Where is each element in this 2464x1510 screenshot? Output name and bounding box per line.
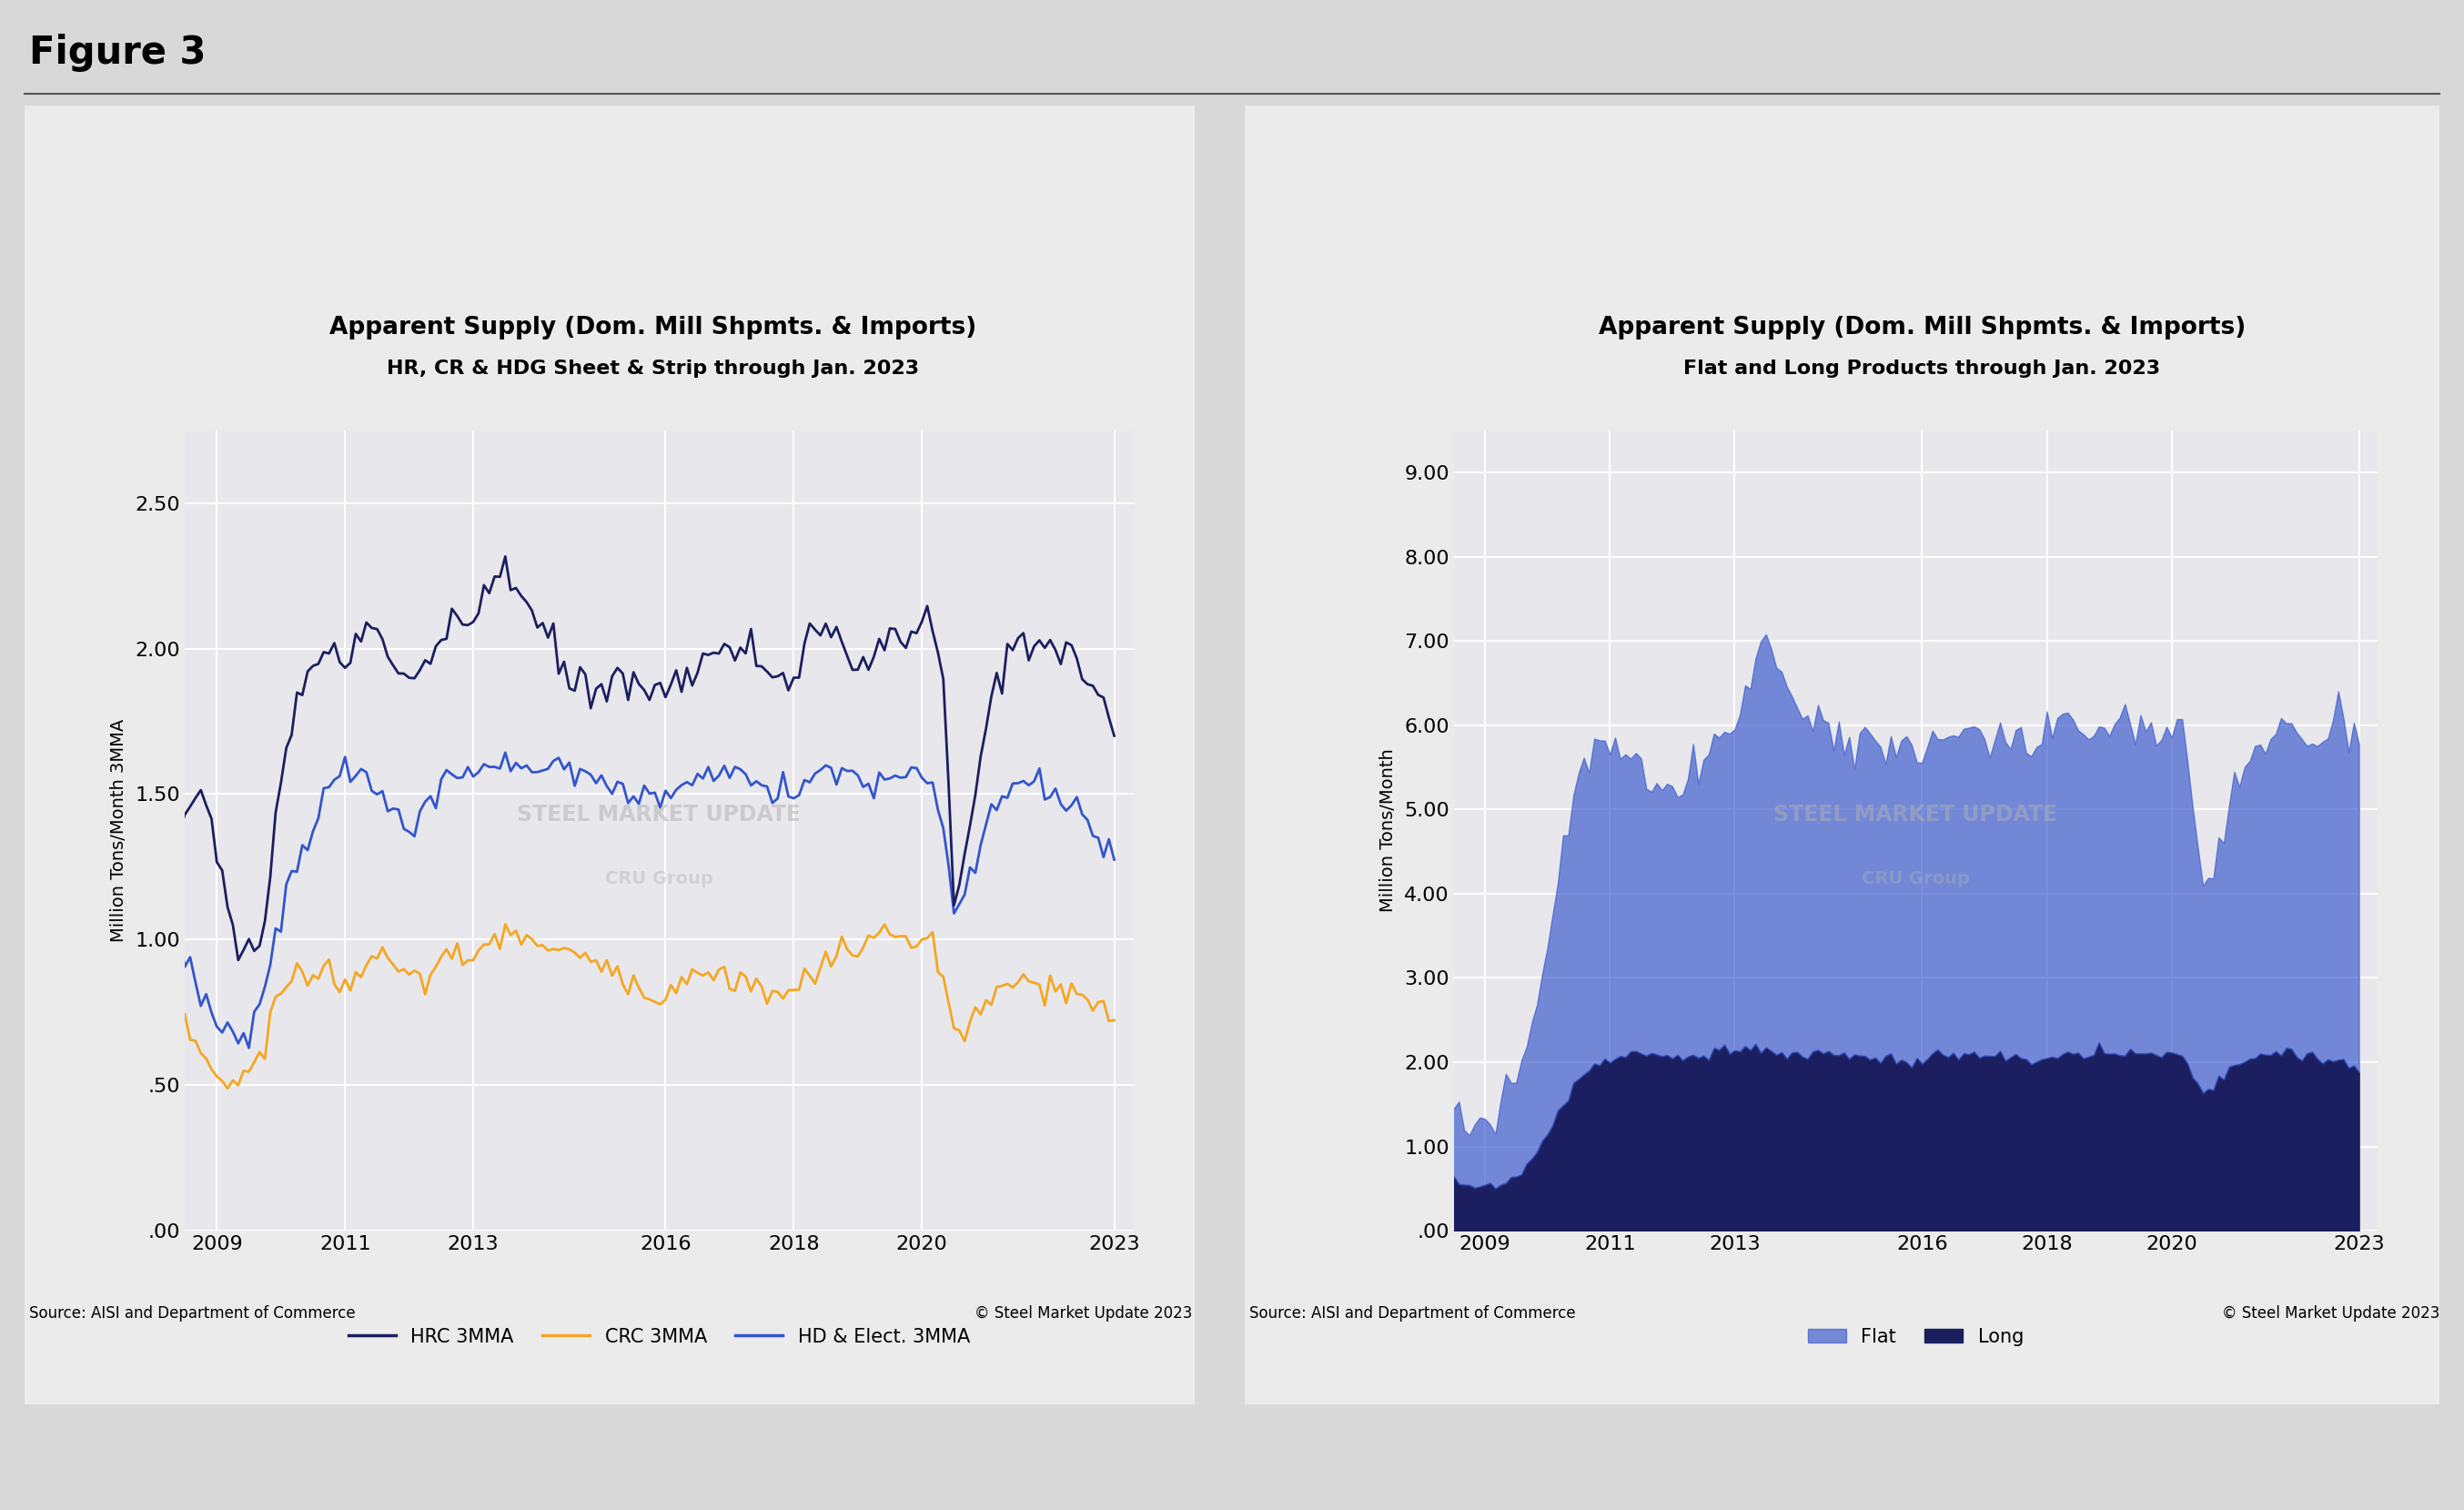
Text: Source: AISI and Department of Commerce: Source: AISI and Department of Commerce [1249,1306,1574,1321]
Text: STEEL MARKET UPDATE: STEEL MARKET UPDATE [1774,803,2057,826]
Legend: HRC 3MMA, CRC 3MMA, HD & Elect. 3MMA: HRC 3MMA, CRC 3MMA, HD & Elect. 3MMA [340,1320,978,1353]
Text: Source: AISI and Department of Commerce: Source: AISI and Department of Commerce [30,1306,355,1321]
Text: Apparent Supply (Dom. Mill Shpmts. & Imports): Apparent Supply (Dom. Mill Shpmts. & Imp… [330,316,976,340]
Text: © Steel Market Update 2023: © Steel Market Update 2023 [2223,1306,2439,1321]
Text: CRU Group: CRU Group [606,870,712,888]
Legend: Flat, Long: Flat, Long [1801,1320,2030,1353]
Text: STEEL MARKET UPDATE: STEEL MARKET UPDATE [517,803,801,826]
Text: HR, CR & HDG Sheet & Strip through Jan. 2023: HR, CR & HDG Sheet & Strip through Jan. … [387,359,919,378]
Text: Flat and Long Products through Jan. 2023: Flat and Long Products through Jan. 2023 [1683,359,2161,378]
Text: © Steel Market Update 2023: © Steel Market Update 2023 [976,1306,1193,1321]
Text: Apparent Supply (Dom. Mill Shpmts. & Imports): Apparent Supply (Dom. Mill Shpmts. & Imp… [1599,316,2245,340]
Text: Figure 3: Figure 3 [30,33,207,72]
Y-axis label: Million Tons/Month 3MMA: Million Tons/Month 3MMA [111,719,128,942]
Y-axis label: Million Tons/Month: Million Tons/Month [1380,749,1397,912]
Text: CRU Group: CRU Group [1863,870,1969,888]
